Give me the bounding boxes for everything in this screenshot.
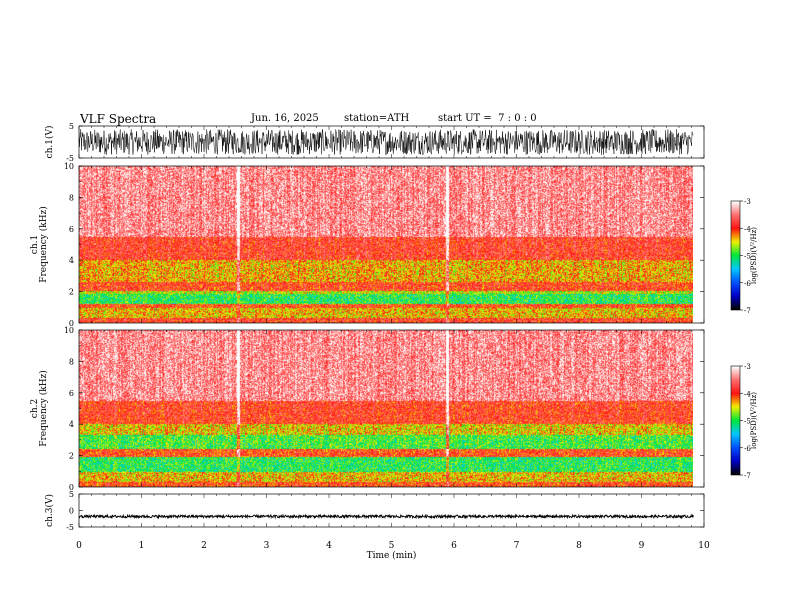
ch1-spectrogram-colorbar-tick-label: -3 (744, 198, 751, 206)
ch3-waveform-ytick-label: 0 (69, 507, 74, 516)
ch1-spectrogram-channel-label: ch.1 (30, 235, 40, 254)
xtick-label: 0 (76, 541, 82, 551)
ch1-spectrogram-colorbar-label: log(PSD)(V²/Hz) (750, 227, 758, 284)
ch3-waveform-ytick-label: 5 (69, 490, 74, 499)
ch2-spectrogram-colorbar-tick-label: -6 (744, 445, 751, 453)
xtick-label: 2 (201, 541, 207, 551)
ch1-spectrogram-ytick-label: 10 (64, 162, 74, 171)
ch2-spectrogram-image (79, 330, 693, 487)
ch2-spectrogram-ytick-label: 4 (69, 420, 74, 429)
station-label: station=ATH (344, 113, 410, 124)
ch2-spectrogram-ytick-label: 2 (69, 452, 74, 461)
xtick-label: 9 (639, 541, 645, 551)
ch1-waveform-panel (78, 128, 694, 156)
ch3-waveform-frame (78, 493, 705, 528)
ch1-waveform-ytick-label: 5 (69, 122, 74, 131)
ch1-spectrogram-ytick-label: 0 (69, 319, 74, 328)
ch2-spectrogram-panel: -3 -4 -5 -6 -7 log(PSD)(V²/Hz) (79, 330, 758, 487)
ch1-spectrogram-ytick-label: 4 (69, 256, 74, 265)
ch1-spectrogram-colorbar-tick-label: -4 (744, 225, 751, 233)
ch1-spectrogram-image (79, 166, 693, 323)
ch1-spectrogram-colorbar (731, 201, 740, 310)
ch2-spectrogram-colorbar-tick-label: -7 (744, 472, 751, 480)
ch3-waveform-trace (78, 513, 694, 520)
xtick-label: 7 (514, 541, 520, 551)
ch3-waveform-panel (78, 513, 694, 520)
ch2-spectrogram-channel-label: ch.2 (30, 399, 40, 418)
xtick-label: 10 (698, 541, 710, 551)
xtick-label: 8 (576, 541, 582, 551)
ch3-waveform-ylabel: ch.3(V) (44, 494, 55, 527)
ch2-spectrogram-ylabel: Frequency (kHz) (38, 370, 49, 447)
ch1-spectrogram-ytick-label: 8 (69, 193, 74, 202)
xtick-label: 5 (389, 541, 395, 551)
ch1-waveform-ytick-label: -5 (66, 154, 74, 163)
ch1-spectrogram-ytick-label: 6 (69, 225, 74, 234)
xaxis-label: Time (min) (367, 550, 417, 561)
ch2-spectrogram-colorbar-tick-label: -5 (744, 418, 751, 426)
ch2-spectrogram-colorbar-tick-label: -3 (744, 363, 751, 371)
xtick-label: 3 (264, 541, 270, 551)
chart-title: VLF Spectra (80, 112, 157, 126)
ch1-waveform-ylabel: ch.1(V) (44, 126, 55, 159)
ch2-spectrogram-colorbar-label: log(PSD)(V²/Hz) (750, 392, 758, 449)
ch1-spectrogram-colorbar-tick-label: -6 (744, 280, 751, 288)
ch1-spectrogram-ytick-label: 2 (69, 288, 74, 297)
ch2-spectrogram-colorbar-tick-label: -4 (744, 390, 751, 398)
xtick-label: 6 (451, 541, 457, 551)
ch1-spectrogram-colorbar-tick-label: -5 (744, 253, 751, 261)
xtick-label: 4 (326, 541, 332, 551)
ch1-spectrogram-panel: -3 -4 -5 -6 -7 log(PSD)(V²/Hz) (79, 166, 758, 323)
date-label: Jun. 16, 2025 (251, 113, 319, 124)
ch2-spectrogram-ytick-label: 0 (69, 483, 74, 492)
ch2-spectrogram-ytick-label: 6 (69, 389, 74, 398)
ch2-spectrogram-ytick-label: 8 (69, 357, 74, 366)
ch2-spectrogram-colorbar (731, 366, 740, 475)
ch3-waveform-ytick-label: -5 (66, 523, 74, 532)
ch2-spectrogram-ytick-label: 10 (64, 326, 74, 335)
start-time-label: start UT = 7 : 0 : 0 (438, 113, 537, 124)
xtick-label: 1 (139, 541, 145, 551)
ch1-waveform-trace (78, 128, 694, 156)
ch1-spectrogram-colorbar-tick-label: -7 (744, 307, 751, 315)
ch1-spectrogram-ylabel: Frequency (kHz) (38, 206, 49, 283)
